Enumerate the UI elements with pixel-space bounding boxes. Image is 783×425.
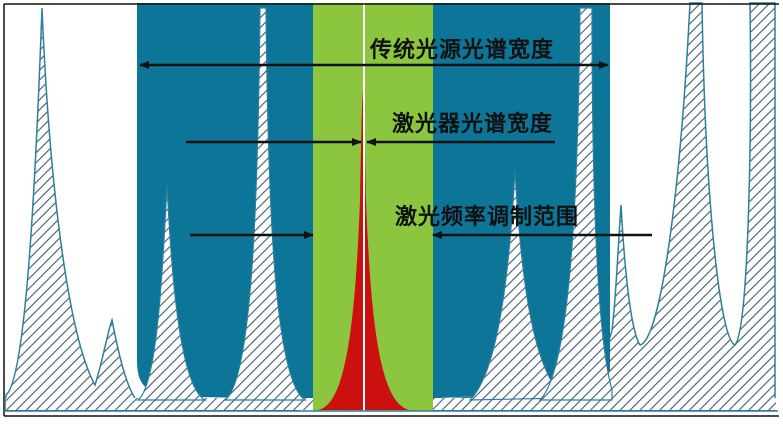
hatched-spectrum-right	[429, 2, 776, 411]
hatched-peak	[468, 169, 567, 401]
hatched-peak	[223, 7, 308, 401]
modulation-range-label: 激光频率调制范围	[395, 205, 580, 230]
traditional-width-label: 传统光源光谱宽度	[370, 38, 555, 63]
laser-width-label: 激光器光谱宽度	[392, 112, 554, 137]
hatched-peak	[538, 7, 613, 401]
hatched-spectrum-left	[5, 7, 301, 411]
hatched-peak	[136, 184, 208, 401]
